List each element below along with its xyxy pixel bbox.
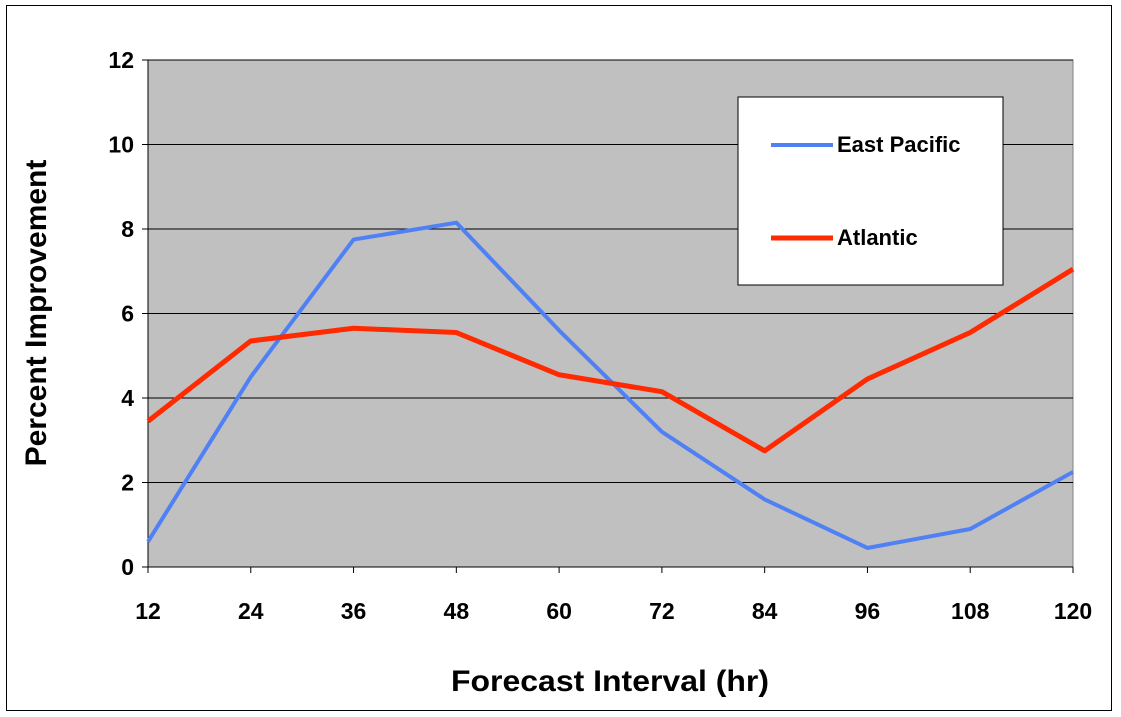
x-tick-label: 24 (238, 598, 264, 624)
x-tick-label: 12 (135, 598, 161, 624)
y-tick-label: 2 (121, 470, 134, 496)
x-tick-label: 36 (341, 598, 367, 624)
legend-label-atlantic: Atlantic (837, 225, 918, 250)
series-lines (146, 220, 1075, 550)
x-tick-label: 84 (752, 598, 778, 624)
x-tick-label: 96 (855, 598, 881, 624)
y-axis-title: Percent Improvement (20, 160, 53, 467)
x-axis-ticks: 12 24 36 48 60 72 84 96 108 120 (135, 567, 1092, 624)
y-tick-label: 6 (121, 301, 134, 327)
legend-box (737, 96, 1004, 286)
x-axis-title: Forecast Interval (hr) (451, 665, 769, 698)
y-tick-label: 0 (121, 554, 134, 580)
y-tick-label: 4 (121, 385, 134, 411)
x-tick-label: 72 (649, 598, 675, 624)
y-tick-label: 10 (108, 132, 134, 158)
y-tick-label: 8 (121, 216, 134, 242)
series-line-atlantic (146, 267, 1075, 454)
y-tick-label: 12 (108, 47, 134, 73)
x-tick-label: 120 (1054, 598, 1092, 624)
legend: East Pacific Atlantic (737, 96, 1004, 286)
y-axis-ticks: 0 2 4 6 8 10 12 (108, 47, 148, 580)
x-tick-label: 60 (546, 598, 572, 624)
legend-label-east-pacific: East Pacific (837, 132, 961, 157)
x-tick-label: 108 (951, 598, 990, 624)
x-tick-label: 48 (444, 598, 470, 624)
